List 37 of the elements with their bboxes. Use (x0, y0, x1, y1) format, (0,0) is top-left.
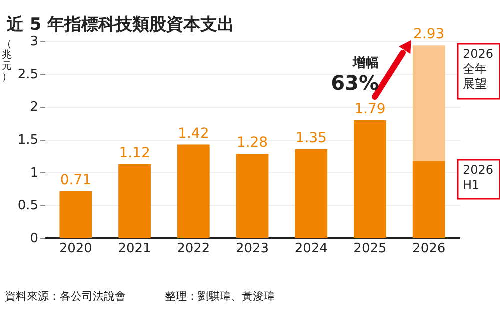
x-tick-label: 2021 (118, 242, 152, 256)
y-tick-label: 1 (30, 166, 38, 181)
bar (354, 120, 386, 238)
y-tick-label: 2 (30, 100, 38, 116)
x-tick-label: 2025 (354, 242, 387, 256)
y-tick-label: 0.5 (18, 198, 38, 214)
source-note: 資料來源：各公司法說會 (5, 290, 126, 303)
bar (295, 149, 328, 238)
total-label: 1.42 (178, 126, 210, 142)
y-tick-label: 0 (30, 232, 38, 246)
total-label: 1.79 (354, 101, 386, 118)
bar (60, 191, 92, 238)
x-tick-label: 2022 (177, 242, 210, 256)
total-label: 2.93 (414, 26, 445, 43)
chart-title: 近 5 年指標科技類股資本支出 (6, 15, 235, 35)
total-label: 1.35 (296, 130, 327, 146)
annotation: 63% (331, 71, 379, 95)
x-tick-label: 2020 (59, 242, 92, 256)
total-label: 0.71 (60, 172, 92, 188)
y-tick-label: 2.5 (18, 67, 38, 82)
y-tick-label: 1.5 (18, 133, 38, 148)
y-axis-title: （兆元） (2, 39, 12, 83)
bar (412, 161, 446, 238)
total-label: 1.28 (236, 134, 268, 151)
annotation: 增幅 (352, 56, 379, 71)
x-tick-label: 2026 (412, 242, 446, 256)
x-tick-label: 2023 (236, 242, 270, 256)
x-tick-label: 2024 (294, 242, 328, 256)
bar (118, 164, 151, 238)
text: 整理：劉騏瑋、黃浚瑋 (165, 290, 275, 303)
y-tick-label: 3 (30, 34, 38, 50)
bar (177, 144, 210, 238)
bar (236, 154, 269, 238)
total-label: 1.12 (119, 145, 150, 162)
text: 2026H1 (463, 163, 494, 192)
bar (412, 46, 446, 162)
text: 2026全年展望 (463, 47, 494, 91)
